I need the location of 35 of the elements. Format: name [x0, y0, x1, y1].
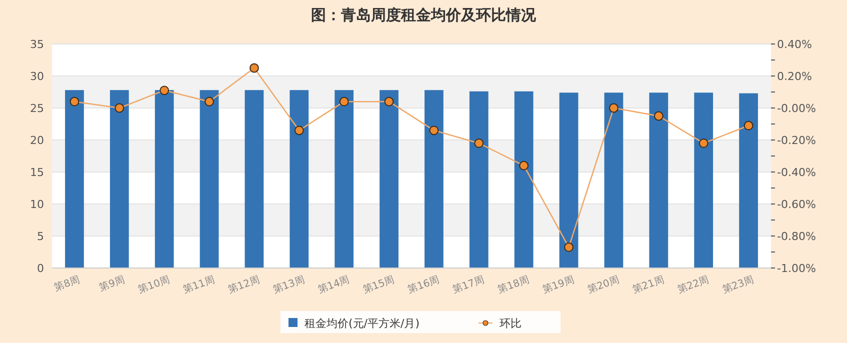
y2-tick-label: -0.40%: [777, 166, 816, 179]
y-tick-label: 5: [37, 230, 44, 243]
y2-tick-label: -0.60%: [777, 198, 816, 211]
x-tick-label: 第8周: [52, 274, 82, 294]
y-tick-label: 15: [30, 166, 44, 179]
y-tick-label: 25: [30, 102, 44, 115]
x-tick-label: 第10周: [136, 274, 172, 296]
x-tick-label: 第17周: [451, 274, 486, 296]
x-tick-label: 第20周: [586, 274, 621, 296]
chart-title: 图：青岛周度租金均价及环比情况: [311, 6, 537, 24]
y-tick-label: 35: [30, 38, 44, 51]
x-tick-label: 第14周: [316, 274, 352, 296]
y2-tick-label: -0.20%: [777, 134, 816, 147]
legend-label: 环比: [500, 316, 522, 330]
x-tick-label: 第16周: [406, 274, 441, 296]
y-tick-label: 20: [30, 134, 44, 147]
y2-tick-label: -1.00%: [777, 262, 816, 275]
x-tick-label: 第22周: [676, 274, 711, 296]
x-tick-label: 第15周: [361, 274, 396, 296]
y2-tick-label: 0.40%: [777, 38, 812, 51]
y2-tick-label: -0.80%: [777, 230, 816, 243]
x-tick-label: 第23周: [720, 274, 756, 296]
x-tick-label: 第18周: [496, 274, 531, 296]
y2-tick-label: 0.20%: [777, 70, 812, 83]
y2-tick-label: -0.00%: [777, 102, 816, 115]
y-tick-label: 30: [30, 70, 44, 83]
y-tick-label: 0: [37, 262, 44, 275]
x-tick-label: 第9周: [98, 274, 126, 294]
y-tick-label: 10: [30, 198, 44, 211]
x-tick-label: 第11周: [181, 274, 216, 296]
x-tick-label: 第13周: [271, 274, 306, 296]
x-tick-label: 第21周: [630, 274, 666, 296]
x-tick-label: 第12周: [226, 274, 262, 296]
x-tick-label: 第19周: [540, 274, 576, 296]
legend-label: 租金均价(元/平方米/月): [304, 316, 420, 330]
